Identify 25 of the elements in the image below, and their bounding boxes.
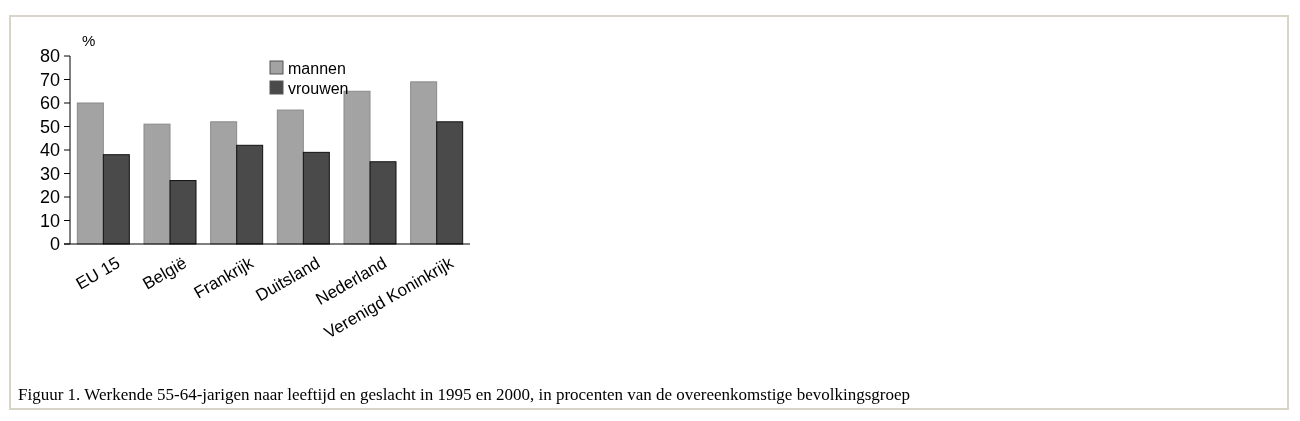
- bar: [276, 109, 304, 245]
- bar: [436, 121, 464, 245]
- y-tick-label: 20: [39, 187, 60, 208]
- bar: [410, 81, 438, 245]
- y-axis-title: %: [82, 32, 96, 49]
- bar: [369, 161, 397, 245]
- bar: [236, 144, 264, 245]
- bar: [210, 121, 238, 245]
- bar: [302, 151, 330, 245]
- y-tick-label: 10: [39, 210, 60, 231]
- y-tick-label: 60: [39, 93, 60, 114]
- x-tick-label: EU 15: [72, 253, 124, 294]
- text: Figuur 1. Werkende 55-64-jarigen naar leeftijd en geslacht in 1995 en 2000, in procenten van de overeenkomstige bevolkingsgroep: [18, 385, 910, 404]
- bar: [102, 154, 130, 245]
- legend-label: vrouwen: [288, 79, 349, 97]
- bar: [143, 123, 171, 245]
- y-tick-label: 30: [39, 163, 60, 184]
- bar: [169, 180, 197, 245]
- y-tick-label: 0: [49, 234, 60, 255]
- y-tick-label: 80: [39, 46, 60, 67]
- y-tick-label: 50: [39, 116, 60, 137]
- y-tick-label: 70: [39, 69, 60, 90]
- legend-label: mannen: [288, 59, 346, 77]
- bar: [76, 102, 104, 245]
- y-tick-label: 40: [39, 140, 60, 161]
